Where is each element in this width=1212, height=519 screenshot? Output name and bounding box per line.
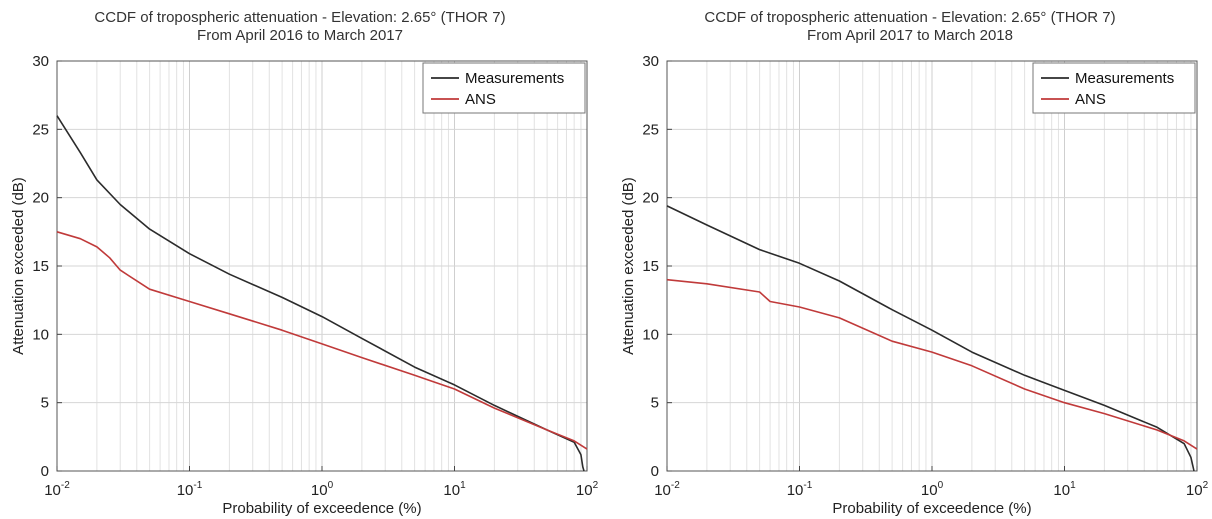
y-tick-label: 25 [32, 121, 49, 138]
y-tick-label: 0 [651, 463, 659, 480]
x-tick-label: 102 [1186, 480, 1209, 499]
chart-title: CCDF of tropospheric attenuation - Eleva… [94, 9, 506, 26]
x-tick-label: 10-1 [787, 480, 813, 499]
chart-title: CCDF of tropospheric attenuation - Eleva… [704, 9, 1116, 26]
y-tick-label: 15 [32, 258, 49, 275]
x-tick-label: 100 [921, 480, 944, 499]
y-tick-label: 5 [651, 395, 659, 412]
y-tick-label: 30 [32, 53, 49, 70]
chart-title-block: CCDF of tropospheric attenuation - Eleva… [0, 9, 600, 45]
y-tick-label: 20 [32, 190, 49, 207]
x-axis-label: Probability of exceedence (%) [832, 500, 1031, 517]
y-tick-label: 15 [642, 258, 659, 275]
grid [56, 60, 587, 472]
legend-entry: Measurements [1075, 70, 1174, 87]
chart-panel-right: CCDF of tropospheric attenuation - Eleva… [610, 0, 1210, 519]
x-tick-label: 101 [1053, 480, 1076, 499]
legend-box [422, 62, 586, 114]
y-tick-label: 5 [41, 395, 49, 412]
x-tick-label: 10-2 [44, 480, 70, 499]
x-tick-label: 100 [311, 480, 334, 499]
y-tick-label: 25 [642, 121, 659, 138]
legend-entry: ANS [1075, 91, 1106, 108]
x-tick-label: 10-1 [177, 480, 203, 499]
chart-panel-left: CCDF of tropospheric attenuation - Eleva… [0, 0, 600, 519]
x-tick-label: 10-2 [654, 480, 680, 499]
x-tick-label: 101 [443, 480, 466, 499]
chart-subtitle: From April 2017 to March 2018 [807, 27, 1013, 44]
y-tick-label: 10 [32, 326, 49, 343]
y-tick-label: 0 [41, 463, 49, 480]
legend: Measurements ANS [1032, 62, 1196, 114]
x-tick-label: 102 [576, 480, 599, 499]
legend: Measurements ANS [422, 62, 586, 114]
y-axis-label: Attenuation exceeded (dB) [620, 177, 637, 355]
legend-entry: ANS [465, 91, 496, 108]
series-line-ans [666, 278, 1198, 450]
chart-svg: 0 5 10 15 20 25 30 10-2 10-1 100 101 102 Probability… [10, 53, 599, 517]
series-line-ans [56, 231, 588, 450]
chart-svg: 0 5 10 15 20 25 30 10-2 10-1 100 101 102 Probability… [620, 53, 1209, 517]
y-tick-label: 10 [642, 326, 659, 343]
chart-title-block: CCDF of tropospheric attenuation - Eleva… [610, 9, 1210, 45]
series-line-measurements [56, 115, 585, 472]
y-tick-label: 30 [642, 53, 659, 70]
series-line-measurements [666, 205, 1195, 472]
y-axis-label: Attenuation exceeded (dB) [10, 177, 27, 355]
y-tick-label: 20 [642, 190, 659, 207]
x-axis-label: Probability of exceedence (%) [222, 500, 421, 517]
chart-subtitle: From April 2016 to March 2017 [197, 27, 403, 44]
legend-box [1032, 62, 1196, 114]
legend-entry: Measurements [465, 70, 564, 87]
